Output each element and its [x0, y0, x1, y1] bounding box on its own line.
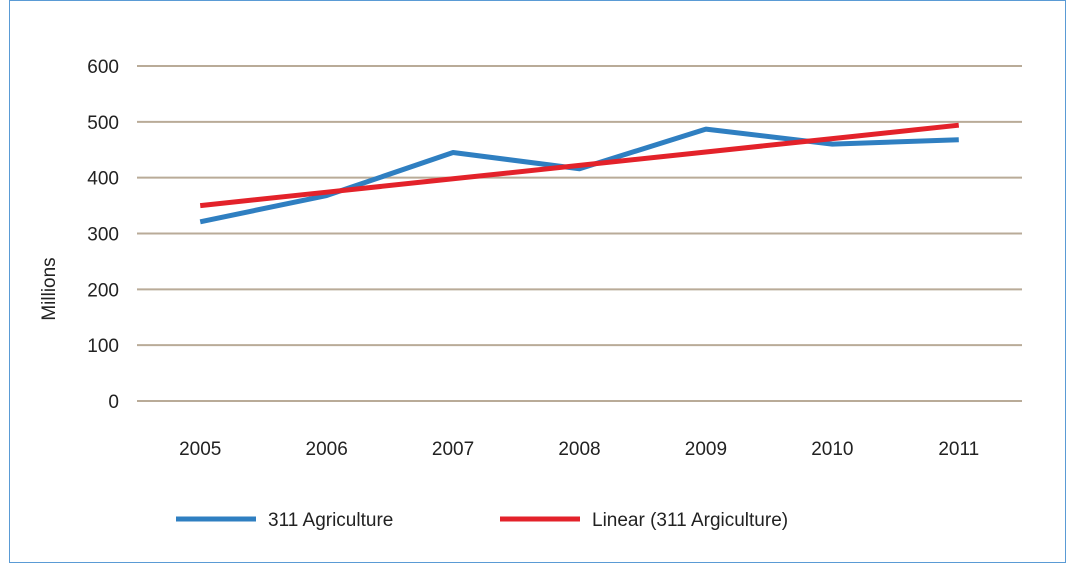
y-tick-label: 600 [87, 57, 119, 78]
series-line-2 [199, 122, 960, 209]
legend: 311 Agriculture Linear (311 Argiculture) [176, 510, 788, 531]
y-tick-label: 400 [87, 169, 119, 190]
gridlines [137, 65, 1022, 402]
chart-border [9, 0, 1066, 563]
x-tick-label: 2011 [938, 439, 979, 460]
y-tick-label: 0 [108, 392, 119, 413]
legend-label-2: Linear (311 Argiculture) [592, 510, 788, 531]
y-tick-label: 300 [87, 225, 119, 246]
y-tick-label: 500 [87, 113, 119, 134]
y-axis-title: Millions [39, 257, 60, 320]
x-tick-label: 2005 [179, 439, 221, 460]
x-axis-ticks: 2005 2006 2007 2008 2009 2010 2011 [179, 439, 979, 460]
x-tick-label: 2008 [558, 439, 600, 460]
x-tick-label: 2009 [685, 439, 727, 460]
y-axis-ticks: 0 100 200 300 400 500 600 [87, 57, 119, 413]
legend-label-1: 311 Agriculture [268, 510, 393, 531]
y-tick-label: 200 [87, 280, 119, 301]
series-lines [199, 122, 960, 225]
y-tick-label: 100 [87, 336, 119, 357]
x-tick-label: 2007 [432, 439, 474, 460]
x-tick-label: 2010 [811, 439, 853, 460]
x-tick-label: 2006 [306, 439, 348, 460]
series-line-1 [199, 126, 959, 225]
